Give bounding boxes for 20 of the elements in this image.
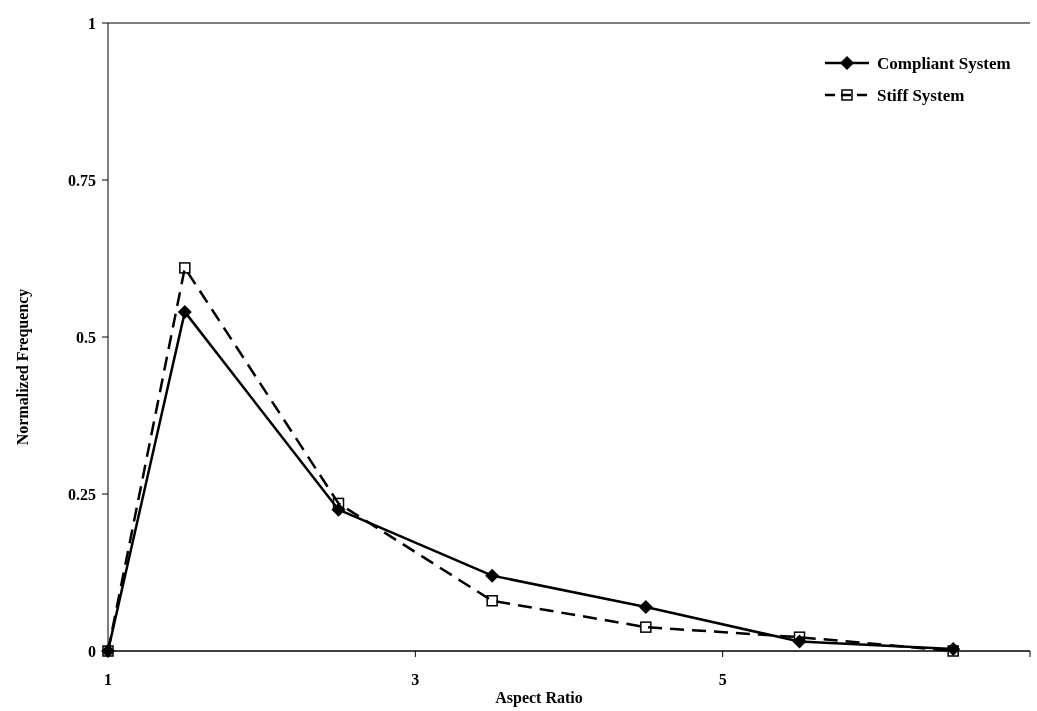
y-tick-label: 0.75: [68, 171, 96, 189]
x-tick-label: 5: [718, 671, 727, 688]
point: [638, 600, 653, 615]
x-axis-title: Aspect Ratio: [495, 689, 583, 707]
y-tick-label: 1: [88, 14, 96, 32]
point: [640, 621, 652, 633]
point: [179, 262, 191, 274]
point: [332, 497, 345, 510]
y-tick-label: 0: [88, 642, 96, 660]
x-tick-label: 1: [104, 671, 112, 688]
point: [485, 568, 500, 583]
point: [177, 304, 192, 319]
point: [486, 595, 498, 607]
y-axis-title: Normalized Frequency: [14, 288, 32, 446]
legend-label: Stiff System: [877, 85, 965, 105]
point: [793, 631, 806, 643]
y-tick-label: 0.25: [68, 485, 96, 503]
legend-label: Compliant System: [877, 53, 1011, 73]
x-tick-label: 3: [411, 671, 420, 688]
y-tick-label: 0.5: [76, 328, 96, 346]
